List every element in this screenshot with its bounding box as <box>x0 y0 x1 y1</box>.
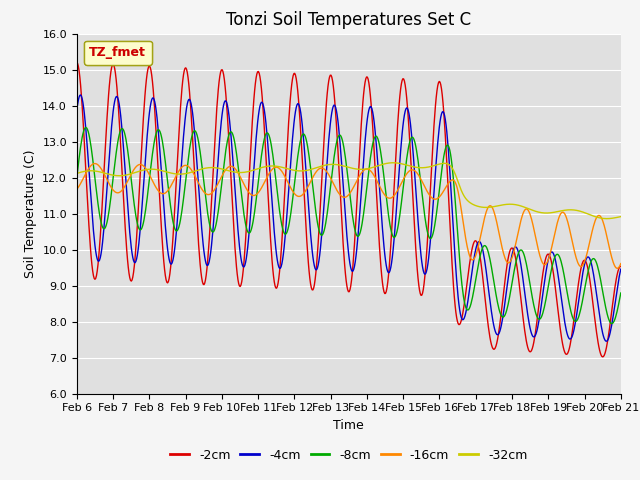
X-axis label: Time: Time <box>333 419 364 432</box>
Y-axis label: Soil Temperature (C): Soil Temperature (C) <box>24 149 36 278</box>
Title: Tonzi Soil Temperatures Set C: Tonzi Soil Temperatures Set C <box>226 11 472 29</box>
Legend: -2cm, -4cm, -8cm, -16cm, -32cm: -2cm, -4cm, -8cm, -16cm, -32cm <box>165 444 532 467</box>
